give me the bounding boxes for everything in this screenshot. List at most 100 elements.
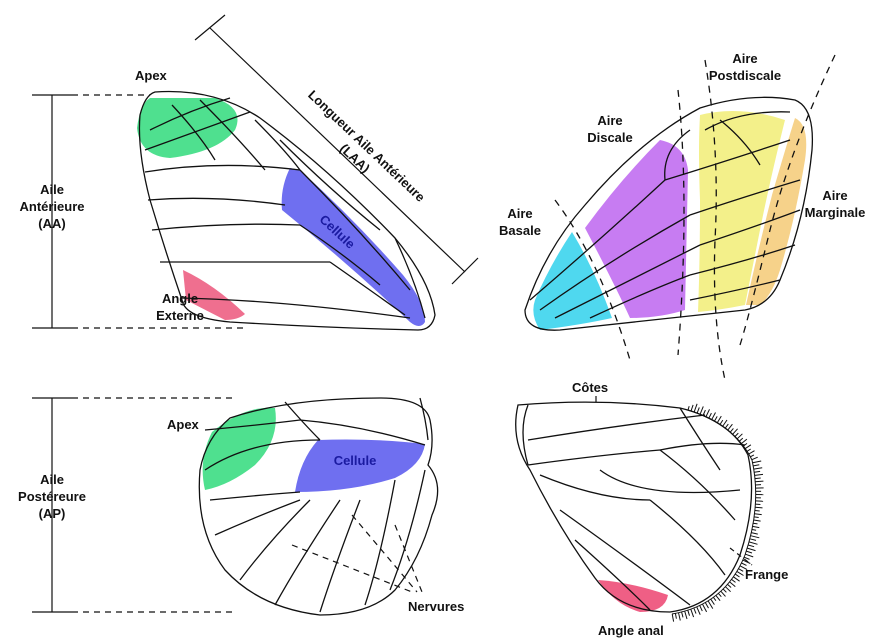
fringe-tick — [684, 610, 688, 620]
fringe-tick — [724, 423, 729, 429]
aire-discale-region — [585, 140, 688, 318]
fringe-tick — [729, 581, 736, 587]
fringe-tick — [752, 525, 760, 529]
fringe-tick — [747, 544, 755, 548]
fringe-tick — [747, 547, 756, 552]
aa-dimension — [32, 94, 245, 329]
fringe-tick — [718, 593, 722, 598]
cellule-label-bottom: Cellule — [333, 453, 377, 468]
fringe-tick — [687, 610, 690, 616]
fringe-tick — [750, 535, 760, 539]
fringe-tick — [671, 613, 675, 622]
fringe-tick — [743, 442, 748, 447]
fringe-tick — [745, 444, 752, 450]
fringe-tick — [742, 559, 751, 564]
fringe-tick — [710, 598, 715, 605]
fringe-tick — [754, 510, 760, 512]
fringe-tick — [690, 404, 694, 412]
fringe-tick — [736, 433, 743, 440]
frange-pointer — [729, 547, 753, 566]
fringe-tick — [732, 428, 738, 435]
aire-basale-region — [533, 232, 612, 330]
fringe-tick — [674, 613, 677, 619]
fringe-tick — [702, 603, 708, 613]
fringe-tick — [741, 562, 747, 566]
fringe-tick — [702, 409, 706, 416]
fringe-tick — [696, 606, 701, 615]
aire-marginale-label: Aire Marginale — [804, 188, 866, 220]
fringe-tick — [750, 454, 755, 458]
hindwing-left — [198, 397, 439, 616]
angle-externe-region — [183, 270, 245, 320]
fringe-tick — [716, 415, 722, 424]
fringe-tick — [719, 419, 724, 425]
fringe-tick — [712, 597, 717, 601]
aire-postdiscale-label: Aire Postdiscale — [708, 51, 782, 83]
fringe-tick — [748, 541, 758, 545]
fringe-tick — [727, 423, 733, 431]
fringe-tick — [681, 611, 684, 618]
fringe-tick — [752, 460, 762, 464]
area-dividers — [554, 54, 836, 381]
fringe-tick — [753, 467, 763, 470]
fringe-tick — [738, 568, 744, 572]
fringe-tick — [748, 450, 755, 455]
fringe-ticks — [671, 403, 764, 622]
fringe-tick — [754, 513, 762, 516]
ap-label: Aile Postéreure (AP) — [18, 472, 86, 521]
fringe-tick — [725, 586, 731, 593]
forewing-outline-top — [138, 90, 436, 331]
apex-label-top: Apex — [135, 68, 167, 83]
laa-label-line1: Longueur Aile Antérieure — [305, 87, 428, 205]
fringe-tick — [704, 602, 709, 609]
fringe-tick — [753, 522, 758, 525]
fringe-tick — [751, 456, 758, 461]
fringe-tick — [708, 412, 712, 419]
fringe-tick — [754, 516, 759, 518]
fringe-tick — [739, 437, 744, 442]
fringe-tick — [678, 612, 681, 621]
fringe-tick — [693, 403, 698, 413]
fringe-tick — [696, 407, 700, 414]
fringe-tick — [743, 556, 750, 560]
fringe-tick — [751, 532, 758, 535]
angle-externe-label: Angle Externe — [156, 291, 204, 323]
apex-label-bottom: Apex — [167, 417, 199, 432]
fringe-tick — [751, 529, 757, 531]
hindwing-outline-right — [515, 401, 753, 613]
fringe-tick — [736, 570, 744, 576]
fringe-tick — [699, 406, 704, 415]
fringe-tick — [745, 553, 754, 558]
fringe-tick — [731, 579, 736, 583]
fringe-tick — [707, 600, 714, 609]
nervures-label: Nervures — [408, 599, 465, 614]
aa-label: Aile Antérieure (AA) — [19, 182, 85, 231]
fringe-tick — [699, 605, 703, 612]
fringe-tick — [754, 477, 761, 480]
fringe-tick — [734, 432, 739, 437]
fringe-tick — [755, 480, 764, 483]
fringe-tick — [754, 473, 764, 476]
angle-anal-region — [598, 580, 668, 612]
fringe-tick — [693, 607, 697, 614]
fringe-tick — [755, 506, 763, 509]
fringe-tick — [746, 448, 751, 452]
fringe-tick — [722, 419, 728, 427]
fringe-tick — [720, 590, 726, 597]
ap-dimension — [32, 397, 235, 613]
fringe-tick — [711, 412, 716, 421]
fringe-tick — [739, 565, 748, 571]
fringe-tick — [729, 428, 734, 433]
nervures-pointers — [291, 514, 423, 593]
apex-region-bottom — [202, 407, 276, 490]
aire-postdiscale-region — [698, 111, 785, 312]
fringe-tick — [753, 464, 760, 467]
forewing-outline-right — [524, 96, 814, 331]
angle-anal-label: Angle anal — [598, 623, 664, 638]
cellule-region-top — [281, 168, 425, 326]
forewing-left — [137, 90, 436, 331]
fringe-tick — [734, 573, 740, 578]
aire-discale-label: Aire Discale — [587, 113, 633, 145]
fringe-tick — [713, 416, 718, 422]
